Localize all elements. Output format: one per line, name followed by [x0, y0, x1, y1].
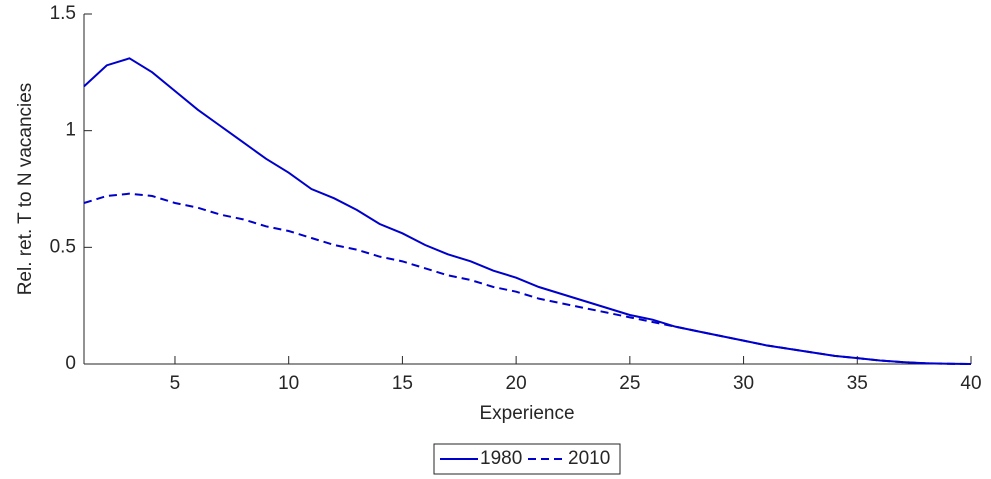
x-tick-label: 20 [506, 373, 527, 394]
y-axis-label: Rel. ret. T to N vacancies [15, 83, 36, 296]
data-line [83, 57, 972, 365]
legend-label: 2010 [568, 448, 610, 469]
x-tick-label: 40 [960, 373, 981, 394]
x-tick-label: 5 [170, 373, 181, 394]
x-tick-label: 35 [847, 373, 868, 394]
x-tick-label: 10 [278, 373, 299, 394]
y-tick-label: 0 [65, 353, 76, 374]
y-tick-label: 1 [65, 120, 76, 141]
x-axis-label: Experience [479, 403, 574, 424]
y-tick-label: 0.5 [50, 236, 76, 257]
legend-label: 1980 [480, 448, 522, 469]
y-tick-label: 1.5 [50, 3, 76, 24]
data-line [83, 192, 972, 365]
x-tick-label: 25 [619, 373, 640, 394]
x-tick-label: 15 [392, 373, 413, 394]
x-tick-label: 30 [733, 373, 754, 394]
